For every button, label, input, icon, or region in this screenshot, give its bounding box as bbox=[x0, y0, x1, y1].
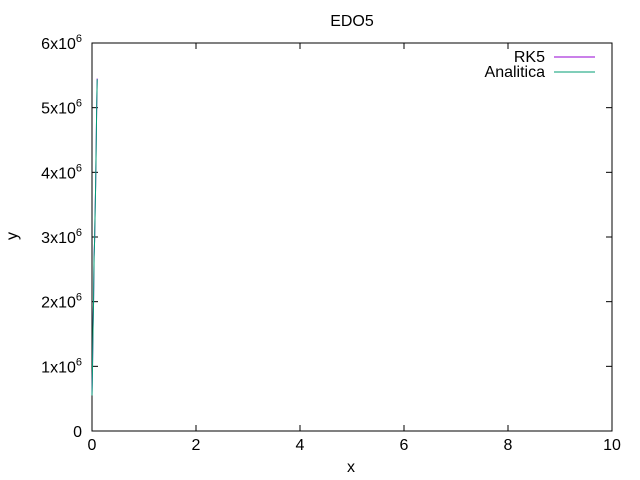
y-tick-label: 0 bbox=[73, 424, 82, 441]
y-tick-exponent: 6 bbox=[76, 227, 82, 239]
legend-label: RK5 bbox=[514, 49, 545, 66]
y-tick-label: 5x106 bbox=[41, 98, 82, 118]
y-tick-exponent: 6 bbox=[76, 98, 82, 110]
y-tick-label: 4x106 bbox=[41, 162, 82, 182]
y-tick-label: 6x106 bbox=[41, 33, 82, 53]
x-tick-label: 8 bbox=[504, 437, 513, 454]
y-tick-label: 1x106 bbox=[41, 356, 82, 376]
chart-title: EDO5 bbox=[330, 13, 374, 30]
y-tick-mantissa: 4x10 bbox=[41, 165, 76, 182]
legend-label: Analitica bbox=[485, 64, 546, 81]
x-tick-label: 10 bbox=[603, 437, 621, 454]
y-tick-mantissa: 3x10 bbox=[41, 230, 76, 247]
series-line-analitica bbox=[91, 79, 98, 396]
y-axis-label: y bbox=[4, 232, 21, 240]
y-tick-exponent: 6 bbox=[76, 33, 82, 45]
x-tick-label: 0 bbox=[88, 437, 97, 454]
x-axis-label: x bbox=[347, 459, 355, 476]
y-tick-exponent: 6 bbox=[76, 356, 82, 368]
x-tick-label: 2 bbox=[192, 437, 201, 454]
plot-frame bbox=[91, 42, 613, 432]
y-tick-exponent: 6 bbox=[76, 292, 82, 304]
x-tick-label: 4 bbox=[296, 437, 305, 454]
x-tick-label: 6 bbox=[400, 437, 409, 454]
y-tick-label: 3x106 bbox=[41, 227, 82, 247]
y-tick-mantissa: 0 bbox=[73, 424, 82, 441]
y-tick-mantissa: 6x10 bbox=[41, 36, 76, 53]
y-tick-mantissa: 1x10 bbox=[41, 359, 76, 376]
y-tick-label: 2x106 bbox=[41, 292, 82, 312]
y-tick-mantissa: 2x10 bbox=[41, 295, 76, 312]
y-tick-mantissa: 5x10 bbox=[41, 101, 76, 118]
y-tick-exponent: 6 bbox=[76, 162, 82, 174]
